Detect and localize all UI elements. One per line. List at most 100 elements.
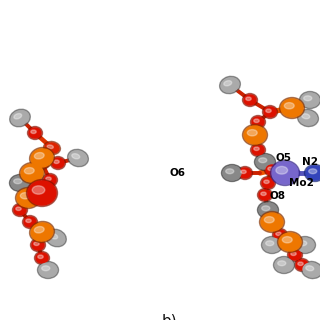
Ellipse shape [46, 177, 51, 180]
Ellipse shape [262, 206, 270, 211]
Ellipse shape [309, 169, 317, 174]
Ellipse shape [31, 149, 53, 167]
Ellipse shape [294, 259, 309, 271]
Ellipse shape [259, 158, 267, 163]
Ellipse shape [224, 81, 232, 86]
Ellipse shape [294, 236, 316, 253]
Ellipse shape [301, 93, 319, 107]
Ellipse shape [32, 240, 44, 250]
Text: O8: O8 [270, 191, 286, 201]
Ellipse shape [277, 231, 302, 252]
Ellipse shape [226, 169, 234, 174]
Ellipse shape [260, 212, 284, 233]
Ellipse shape [268, 167, 273, 171]
Ellipse shape [266, 241, 274, 246]
Ellipse shape [43, 173, 58, 187]
Ellipse shape [261, 192, 266, 196]
Ellipse shape [289, 250, 301, 260]
Ellipse shape [16, 207, 21, 211]
Ellipse shape [32, 186, 45, 194]
Ellipse shape [284, 103, 294, 109]
Ellipse shape [223, 166, 241, 180]
Ellipse shape [31, 130, 36, 133]
Ellipse shape [36, 158, 48, 168]
Ellipse shape [300, 92, 320, 108]
Ellipse shape [260, 177, 276, 189]
Ellipse shape [39, 263, 57, 277]
Ellipse shape [299, 241, 307, 246]
Ellipse shape [281, 99, 303, 117]
Ellipse shape [262, 106, 277, 118]
Ellipse shape [306, 166, 320, 180]
Ellipse shape [68, 149, 88, 167]
Ellipse shape [305, 164, 320, 181]
Ellipse shape [247, 130, 257, 136]
Ellipse shape [275, 258, 293, 272]
Ellipse shape [14, 179, 22, 184]
Ellipse shape [36, 253, 48, 263]
Ellipse shape [237, 166, 252, 180]
Ellipse shape [221, 78, 239, 92]
Ellipse shape [296, 238, 314, 252]
Ellipse shape [38, 255, 43, 259]
Ellipse shape [298, 262, 303, 266]
Ellipse shape [14, 114, 22, 119]
Ellipse shape [252, 145, 264, 155]
Ellipse shape [15, 188, 41, 209]
Ellipse shape [27, 180, 58, 206]
Ellipse shape [45, 143, 59, 153]
Ellipse shape [264, 107, 276, 117]
Ellipse shape [299, 111, 317, 125]
Ellipse shape [274, 257, 294, 274]
Ellipse shape [259, 203, 277, 217]
Ellipse shape [254, 119, 259, 123]
Ellipse shape [304, 96, 312, 101]
Ellipse shape [258, 188, 273, 202]
Ellipse shape [298, 109, 318, 127]
Ellipse shape [251, 116, 266, 129]
Ellipse shape [263, 238, 281, 252]
Ellipse shape [72, 154, 80, 159]
Ellipse shape [243, 124, 268, 146]
Ellipse shape [261, 213, 283, 231]
Ellipse shape [47, 231, 65, 245]
Ellipse shape [26, 219, 31, 222]
Ellipse shape [261, 236, 283, 253]
Ellipse shape [28, 181, 56, 205]
Ellipse shape [38, 160, 43, 164]
Ellipse shape [303, 263, 320, 277]
Ellipse shape [54, 160, 59, 164]
Ellipse shape [301, 261, 320, 279]
Ellipse shape [251, 143, 266, 156]
Ellipse shape [266, 109, 271, 113]
Ellipse shape [262, 178, 274, 188]
Ellipse shape [244, 126, 266, 144]
Ellipse shape [264, 217, 274, 223]
Ellipse shape [246, 97, 251, 100]
Ellipse shape [52, 158, 64, 168]
Ellipse shape [302, 114, 310, 119]
Ellipse shape [44, 141, 60, 155]
Ellipse shape [21, 164, 43, 182]
Ellipse shape [14, 205, 26, 215]
Ellipse shape [306, 266, 314, 271]
Text: O5: O5 [276, 153, 292, 163]
Ellipse shape [278, 261, 286, 266]
Ellipse shape [24, 168, 34, 174]
Ellipse shape [42, 266, 50, 271]
Ellipse shape [37, 261, 59, 278]
Ellipse shape [264, 180, 269, 183]
Ellipse shape [44, 175, 56, 185]
Text: Mo2: Mo2 [289, 178, 314, 188]
Ellipse shape [31, 223, 53, 241]
Ellipse shape [29, 148, 54, 169]
Ellipse shape [24, 217, 36, 227]
Ellipse shape [34, 242, 39, 245]
Ellipse shape [20, 163, 44, 183]
Ellipse shape [282, 236, 292, 243]
Ellipse shape [51, 156, 66, 170]
Ellipse shape [270, 161, 300, 186]
Ellipse shape [239, 168, 251, 178]
Ellipse shape [252, 117, 264, 127]
Ellipse shape [279, 233, 301, 251]
